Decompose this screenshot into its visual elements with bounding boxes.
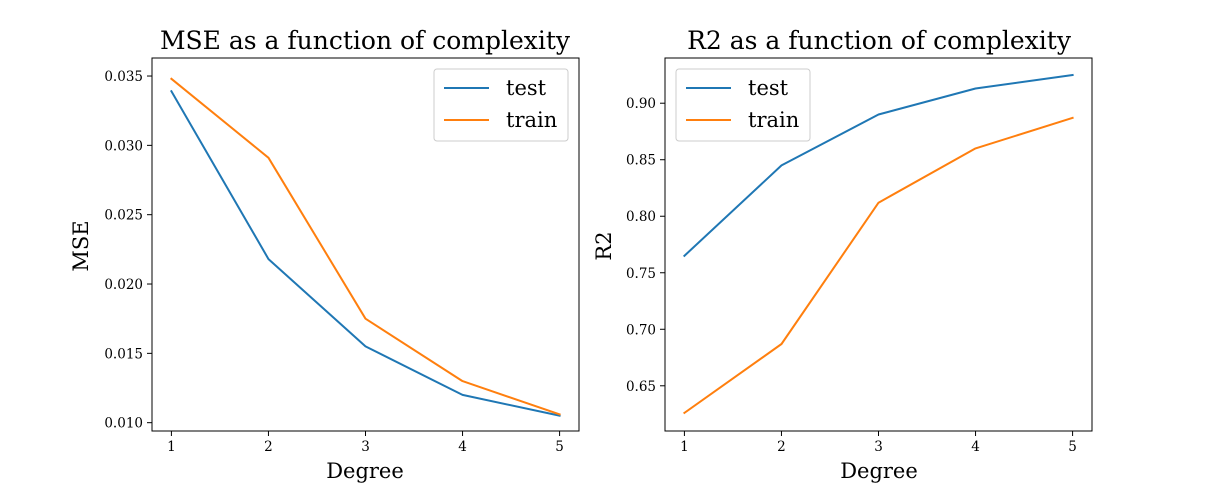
y-axis-label: R2 (592, 231, 616, 260)
y-tick-label: 0.70 (626, 322, 656, 338)
y-tick-label: 0.025 (104, 208, 143, 224)
x-tick-label: 4 (971, 439, 980, 455)
legend-label-train: train (748, 108, 799, 132)
plot-frame (151, 57, 580, 432)
chart-mse: MSE as a function of complexity Degree M… (69, 26, 580, 483)
series-line-test (170, 89, 561, 417)
x-tick-label: 1 (680, 439, 689, 455)
chart-title: MSE as a function of complexity (160, 26, 571, 55)
y-tick-label: 0.85 (626, 153, 656, 169)
chart-title: R2 as a function of complexity (687, 26, 1072, 55)
x-axis-label: Degree (326, 459, 404, 483)
y-tick-label: 0.020 (104, 277, 143, 293)
x-tick-label: 5 (1068, 439, 1077, 455)
y-tick-label: 0.80 (626, 209, 656, 225)
series-lines (682, 73, 1074, 415)
legend-label-test: test (748, 76, 789, 100)
x-tick-label: 2 (777, 439, 786, 455)
x-tick-label: 1 (167, 439, 176, 455)
series-line-test (682, 73, 1074, 258)
series-line-train (683, 116, 1074, 415)
series-lines (169, 77, 561, 417)
x-tick-label: 3 (361, 439, 370, 455)
legend-label-train: train (506, 108, 557, 132)
chart-r2: R2 as a function of complexity Degree R2… (592, 26, 1093, 483)
y-tick-label: 0.65 (626, 379, 656, 395)
legend-label-test: test (506, 76, 547, 100)
plot-frame (664, 57, 1093, 432)
y-tick-label: 0.75 (626, 266, 656, 282)
y-tick-label: 0.035 (104, 69, 143, 85)
x-tick-label: 3 (874, 439, 883, 455)
y-tick-label: 0.030 (104, 138, 143, 154)
legend: test train (675, 68, 811, 142)
legend: test train (433, 68, 569, 142)
y-tick-label: 0.90 (626, 96, 656, 112)
axis-ticks: 1 2 3 4 5 0.010 0.015 0.020 0.025 0.030 0.035 (104, 69, 564, 455)
series-line-train (169, 77, 561, 416)
x-tick-label: 5 (555, 439, 564, 455)
axis-ticks: 1 2 3 4 5 0.65 0.70 0.75 0.80 0.85 0.90 (626, 96, 1077, 455)
y-axis-label: MSE (69, 220, 93, 271)
y-tick-label: 0.015 (104, 346, 143, 362)
y-tick-label: 0.010 (104, 416, 143, 432)
x-tick-label: 2 (264, 439, 273, 455)
x-axis-label: Degree (840, 459, 918, 483)
x-tick-label: 4 (458, 439, 467, 455)
